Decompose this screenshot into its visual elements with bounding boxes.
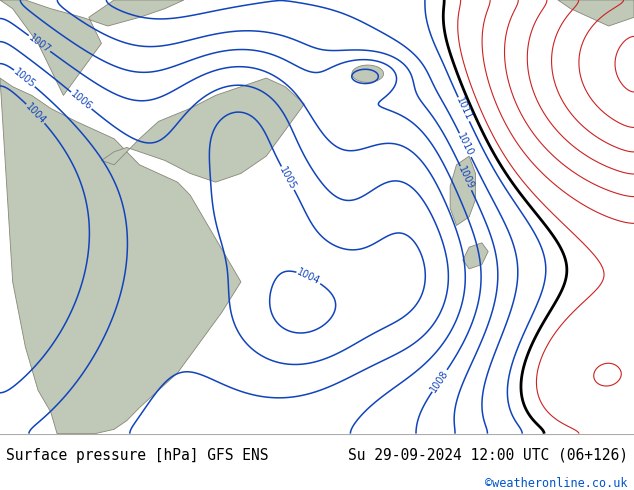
- Polygon shape: [352, 65, 384, 82]
- Polygon shape: [0, 0, 184, 96]
- Polygon shape: [450, 156, 476, 225]
- Text: 1010: 1010: [455, 132, 475, 158]
- Text: 1007: 1007: [27, 32, 53, 55]
- Text: ©weatheronline.co.uk: ©weatheronline.co.uk: [485, 477, 628, 490]
- Polygon shape: [558, 0, 634, 26]
- Polygon shape: [101, 78, 304, 182]
- Polygon shape: [0, 78, 241, 434]
- Text: 1004: 1004: [295, 267, 322, 287]
- Text: 1005: 1005: [278, 165, 298, 192]
- Text: 1004: 1004: [23, 101, 48, 126]
- Text: Su 29-09-2024 12:00 UTC (06+126): Su 29-09-2024 12:00 UTC (06+126): [347, 447, 628, 463]
- Text: 1006: 1006: [68, 89, 94, 112]
- Polygon shape: [463, 243, 488, 269]
- Text: 1011: 1011: [454, 96, 474, 122]
- Text: 1005: 1005: [12, 67, 37, 90]
- Text: 1009: 1009: [456, 165, 476, 192]
- Text: Surface pressure [hPa] GFS ENS: Surface pressure [hPa] GFS ENS: [6, 447, 269, 463]
- Text: 1008: 1008: [429, 368, 451, 394]
